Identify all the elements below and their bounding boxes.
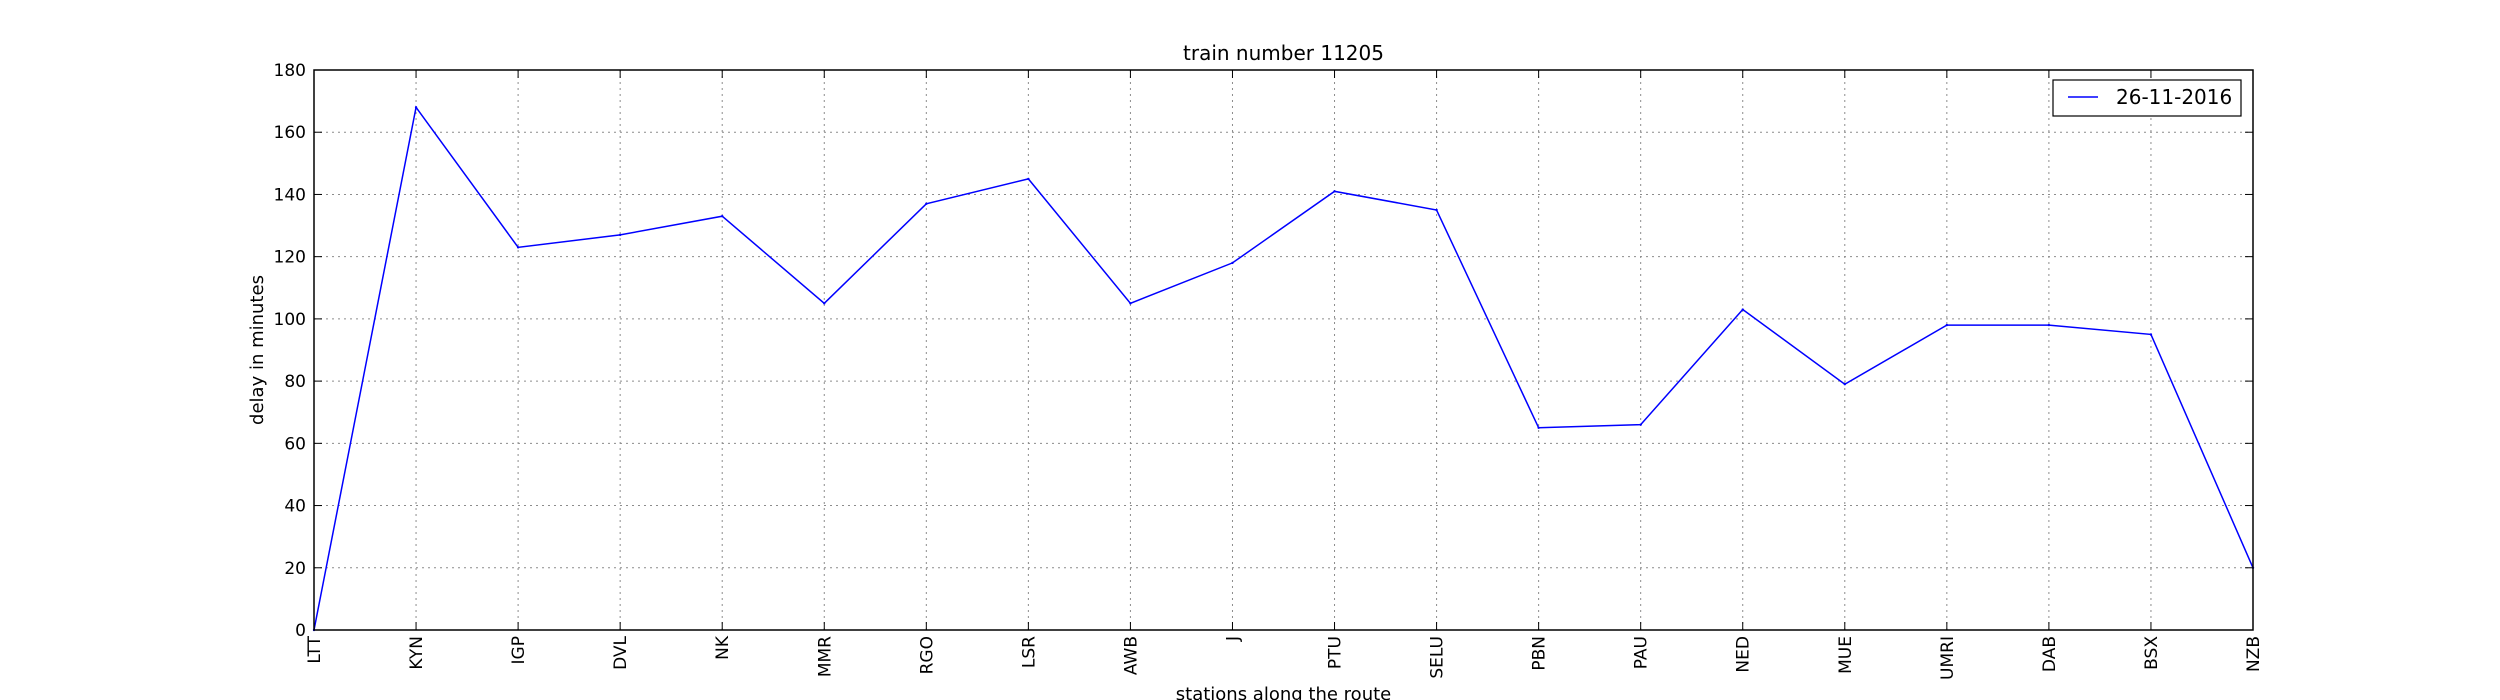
x-tick-label: AWB xyxy=(1121,636,1141,675)
x-tick-label: DAB xyxy=(2040,636,2060,672)
x-tick-label: PBN xyxy=(1530,636,1550,671)
data-point xyxy=(1843,383,1846,386)
x-tick-label: NED xyxy=(1734,636,1754,673)
x-tick-label: BSX xyxy=(2142,636,2162,670)
data-point xyxy=(1945,323,1949,327)
y-tick-label: 160 xyxy=(274,123,306,143)
series-layer xyxy=(312,105,2255,632)
data-point xyxy=(823,302,826,305)
x-tick-label: NZB xyxy=(2244,636,2264,672)
y-tick-label: 60 xyxy=(284,434,306,454)
grid-layer xyxy=(314,70,2253,630)
data-point xyxy=(1639,423,1642,426)
legend-box xyxy=(2052,79,2242,117)
chart-title: train number 11205 xyxy=(1183,41,1384,65)
x-tick-label: MUE xyxy=(1836,636,1856,674)
data-point xyxy=(721,215,724,218)
x-tick-label: LSR xyxy=(1019,636,1039,668)
y-tick-label: 80 xyxy=(284,372,306,392)
x-tick-label: NK xyxy=(713,635,733,660)
plot-frame xyxy=(313,69,2254,631)
x-tick-label: UMRI xyxy=(1938,636,1958,680)
x-tick-label: RGO xyxy=(917,636,937,674)
data-point xyxy=(1027,177,1030,181)
y-tick-label: 180 xyxy=(274,61,306,81)
data-point xyxy=(2149,333,2153,336)
series-line xyxy=(313,105,2254,631)
x-axis-label: stations along the route xyxy=(1176,684,1391,700)
x-tick-label: DVL xyxy=(611,635,631,669)
data-point xyxy=(414,106,418,109)
y-tick-label: 40 xyxy=(284,497,306,517)
x-tick-label: KYN xyxy=(407,636,427,670)
legend-label: 26-11-2016 xyxy=(2116,85,2232,109)
data-point xyxy=(618,233,622,237)
y-tick-label: 120 xyxy=(274,248,306,268)
y-axis-label: delay in minutes xyxy=(247,275,268,425)
data-point xyxy=(925,202,928,205)
x-tick-label: PTU xyxy=(1326,636,1346,669)
y-tick-label: 0 xyxy=(295,621,306,641)
data-point xyxy=(1741,308,1744,311)
data-point xyxy=(1435,208,1438,212)
x-tick-label: IGP xyxy=(509,636,529,664)
data-point xyxy=(2047,323,2051,327)
y-tick-label: 20 xyxy=(284,559,306,579)
y-tick-label: 140 xyxy=(274,185,306,205)
tick-layer: 0 20 40 60 80 100 120 140 160 180 LTT KYN IGP DVL NK MM… xyxy=(274,61,2264,680)
x-tick-label: LTT xyxy=(305,635,325,663)
x-tick-label: PAU xyxy=(1632,636,1652,669)
data-point xyxy=(1333,190,1336,193)
y-tick-label: 100 xyxy=(274,310,306,330)
x-tick-label: SELU xyxy=(1428,636,1448,679)
data-point xyxy=(1129,302,1132,305)
legend: 26-11-2016 xyxy=(2052,79,2242,117)
data-point xyxy=(516,246,520,249)
x-tick-label: MMR xyxy=(815,636,835,677)
data-point xyxy=(1537,426,1540,429)
data-point xyxy=(1231,261,1234,265)
x-tick-label: J xyxy=(1223,636,1243,642)
